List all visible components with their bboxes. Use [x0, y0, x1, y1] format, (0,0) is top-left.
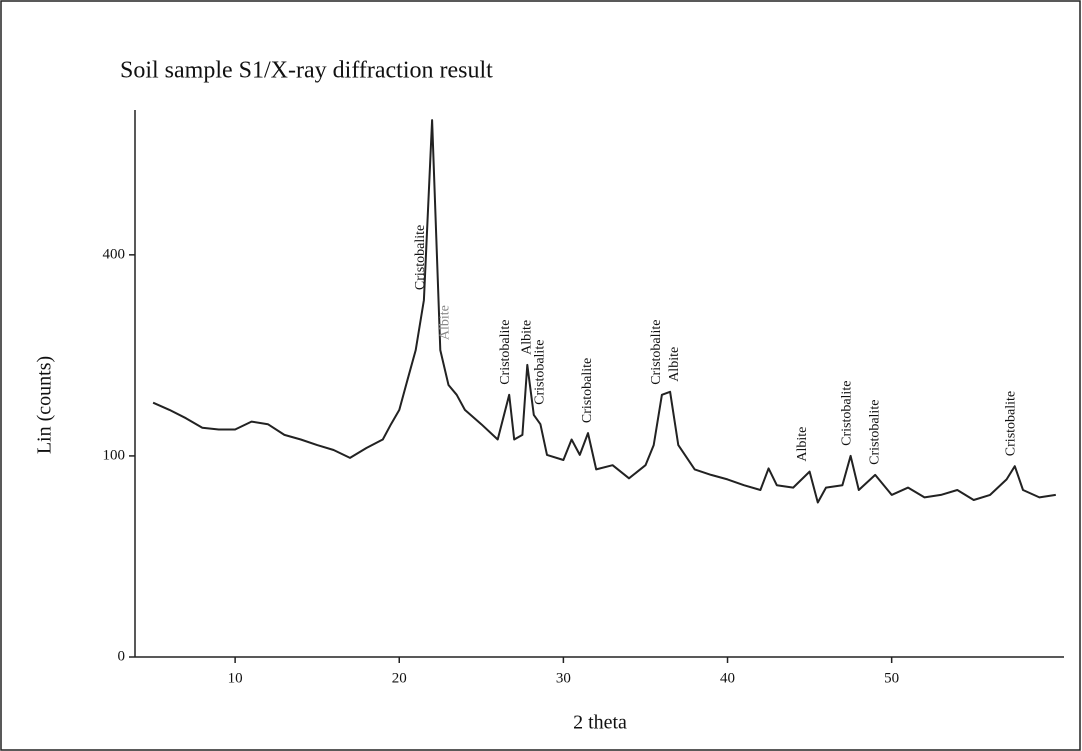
x-tick-label: 40: [720, 670, 735, 686]
x-tick-label: 10: [228, 670, 243, 686]
peak-label: Albite: [667, 347, 682, 382]
peak-label: Cristobalite: [413, 225, 428, 290]
peak-label: Cristobalite: [840, 381, 855, 446]
y-tick-label: 100: [103, 447, 126, 463]
peak-label: Cristobalite: [533, 340, 548, 405]
x-axis-label: 2 theta: [573, 712, 627, 734]
peak-label: Cristobalite: [498, 319, 513, 384]
x-tick-label: 30: [556, 670, 571, 686]
peak-label: Albite: [520, 320, 535, 355]
chart-title: Soil sample S1/X-ray diffraction result: [120, 58, 493, 84]
peak-label: Cristobalite: [580, 358, 595, 423]
x-tick-label: 20: [392, 670, 407, 686]
peak-label: Albite: [795, 427, 810, 462]
peak-label: Albite: [437, 305, 452, 340]
y-tick-label: 0: [118, 648, 126, 664]
peak-label: Cristobalite: [649, 319, 664, 384]
y-axis-label: Lin (counts): [34, 356, 56, 454]
peak-label: Cristobalite: [1004, 391, 1019, 456]
data-line: [152, 119, 1056, 504]
y-tick-label: 400: [103, 246, 126, 262]
peak-label: Cristobalite: [867, 400, 882, 465]
x-tick-label: 50: [884, 670, 899, 686]
